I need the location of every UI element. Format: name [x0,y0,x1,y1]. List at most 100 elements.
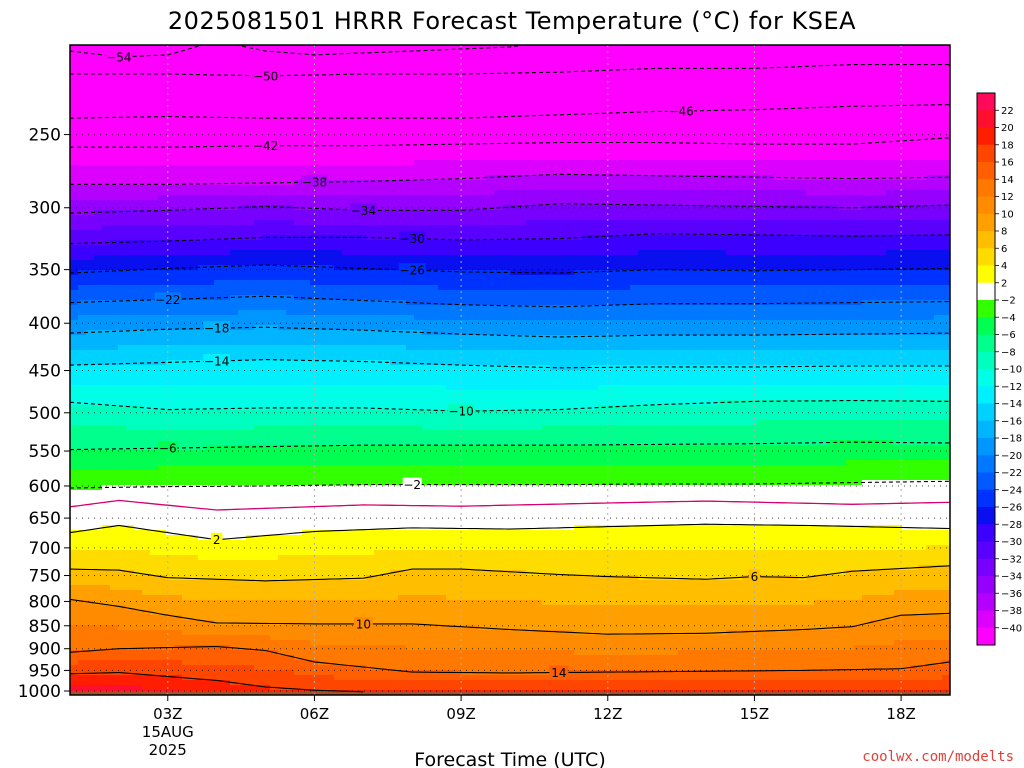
temperature-cell [230,215,239,221]
temperature-cell [326,370,335,376]
temperature-cell [198,340,207,346]
temperature-cell [270,600,279,606]
temperature-cell [270,620,279,626]
temperature-cell [350,60,359,66]
temperature-cell [94,395,103,401]
temperature-cell [158,230,167,236]
temperature-cell [198,615,207,621]
temperature-cell [334,640,343,646]
temperature-cell [134,255,143,261]
temperature-cell [334,220,343,226]
temperature-cell [294,350,303,356]
temperature-cell [110,215,119,221]
temperature-cell [70,640,79,646]
temperature-cell [110,235,119,241]
temperature-cell [294,645,303,651]
temperature-cell [230,50,239,56]
temperature-cell [182,420,191,426]
temperature-cell [222,270,231,276]
temperature-cell [222,230,231,236]
temperature-cell [326,70,335,76]
temperature-cell [110,260,119,266]
temperature-cell [374,245,383,251]
temperature-cell [270,220,279,226]
temperature-cell [222,505,231,511]
temperature-cell [174,315,183,321]
temperature-cell [198,355,207,361]
temperature-cell [190,390,199,396]
temperature-cell [118,585,127,591]
temperature-cell [174,250,183,256]
temperature-cell [230,245,239,251]
temperature-cell [182,415,191,421]
temperature-cell [214,175,223,181]
temperature-cell [262,60,271,66]
temperature-cell [94,50,103,56]
temperature-cell [318,615,327,621]
temperature-cell [350,530,359,536]
temperature-cell [302,625,311,631]
temperature-cell [70,335,79,341]
temperature-cell [294,110,303,116]
temperature-cell [222,150,231,156]
temperature-cell [342,530,351,536]
temperature-cell [342,350,351,356]
temperature-cell [286,280,295,286]
temperature-cell [126,540,135,546]
temperature-cell [366,550,375,556]
temperature-cell [94,140,103,146]
temperature-cell [78,530,87,536]
temperature-cell [310,450,319,456]
temperature-cell [294,195,303,201]
temperature-cell [126,490,135,496]
temperature-cell [198,165,207,171]
temperature-cell [102,330,111,336]
temperature-cell [286,570,295,576]
temperature-cell [70,620,79,626]
temperature-cell [318,385,327,391]
temperature-cell [134,650,143,656]
temperature-cell [222,570,231,576]
temperature-cell [246,550,255,556]
temperature-cell [142,665,151,671]
temperature-cell [214,625,223,631]
temperature-cell [342,150,351,156]
temperature-cell [278,150,287,156]
temperature-cell [182,280,191,286]
temperature-cell [334,530,343,536]
temperature-cell [366,500,375,506]
temperature-cell [182,500,191,506]
temperature-cell [246,495,255,501]
temperature-cell [142,340,151,346]
temperature-cell [222,370,231,376]
temperature-cell [254,480,263,486]
temperature-cell [110,220,119,226]
temperature-cell [182,145,191,151]
temperature-cell [118,545,127,551]
temperature-cell [254,340,263,346]
temperature-cell [366,495,375,501]
temperature-cell [318,500,327,506]
temperature-cell [270,280,279,286]
temperature-cell [214,60,223,66]
temperature-cell [110,245,119,251]
temperature-cell [270,370,279,376]
temperature-cell [94,310,103,316]
temperature-cell [278,225,287,231]
temperature-cell [334,335,343,341]
temperature-cell [342,60,351,66]
temperature-cell [254,110,263,116]
temperature-cell [166,665,175,671]
temperature-cell [270,595,279,601]
temperature-cell [270,400,279,406]
temperature-cell [78,70,87,76]
temperature-cell [70,550,79,556]
temperature-cell [110,565,119,571]
temperature-cell [214,85,223,91]
temperature-cell [350,415,359,421]
temperature-cell [166,390,175,396]
temperature-cell [150,75,159,81]
temperature-cell [318,675,327,681]
temperature-cell [182,120,191,126]
temperature-cell [150,210,159,216]
